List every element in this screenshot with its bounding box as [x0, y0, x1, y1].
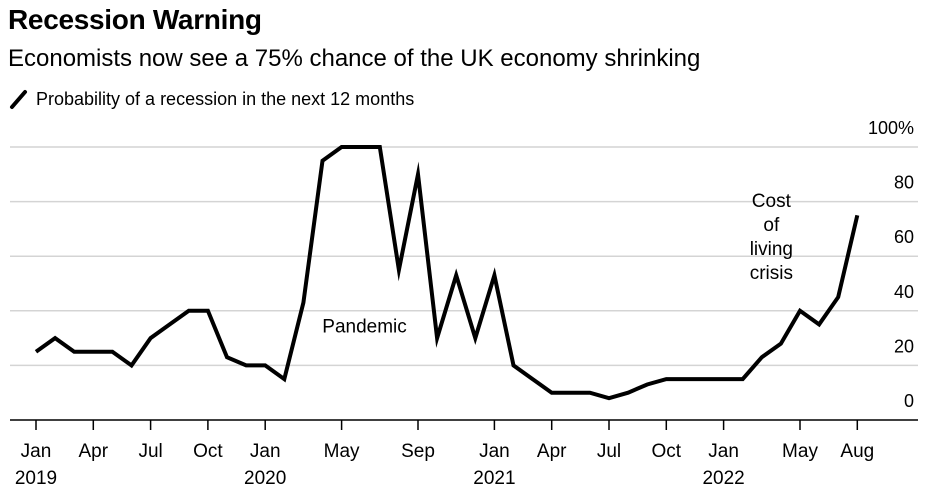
annotation-cost-of-living-crisis: Cost of living crisis — [750, 191, 793, 284]
legend: Probability of a recession in the next 1… — [8, 88, 414, 110]
x-tick-label-jan: Jan — [479, 441, 510, 462]
x-year-label-2020: 2020 — [244, 468, 286, 489]
x-year-label-2021: 2021 — [473, 468, 515, 489]
x-tick-label-jan: Jan — [708, 441, 739, 462]
x-tick-label-may: May — [782, 441, 818, 462]
x-tick-label-apr: Apr — [79, 441, 109, 462]
x-tick-label-aug: Aug — [840, 441, 874, 462]
y-tick-label-60: 60 — [894, 227, 914, 247]
chart-subtitle: Economists now see a 75% chance of the U… — [8, 45, 701, 72]
x-tick-label-jan: Jan — [250, 441, 281, 462]
y-tick-label-80: 80 — [894, 173, 914, 193]
y-tick-label-20: 20 — [894, 336, 914, 356]
legend-line-swatch — [10, 90, 27, 109]
x-tick-label-oct: Oct — [193, 441, 223, 462]
x-year-label-2019: 2019 — [15, 468, 57, 489]
y-tick-label-100: 100% — [868, 118, 914, 138]
x-tick-label-jan: Jan — [21, 441, 52, 462]
x-year-label-2022: 2022 — [702, 468, 744, 489]
y-tick-label-0: 0 — [904, 391, 914, 411]
x-tick-label-sep: Sep — [401, 441, 435, 462]
x-tick-label-oct: Oct — [652, 441, 682, 462]
x-tick-label-may: May — [324, 441, 360, 462]
legend-label: Probability of a recession in the next 1… — [36, 88, 415, 109]
chart-title: Recession Warning — [8, 4, 262, 35]
annotation-pandemic: Pandemic — [322, 317, 407, 338]
x-tick-label-jul: Jul — [138, 441, 162, 462]
x-tick-label-jul: Jul — [597, 441, 621, 462]
series-line-recession-probability — [34, 145, 860, 401]
y-tick-label-40: 40 — [894, 282, 914, 302]
x-tick-label-apr: Apr — [537, 441, 567, 462]
